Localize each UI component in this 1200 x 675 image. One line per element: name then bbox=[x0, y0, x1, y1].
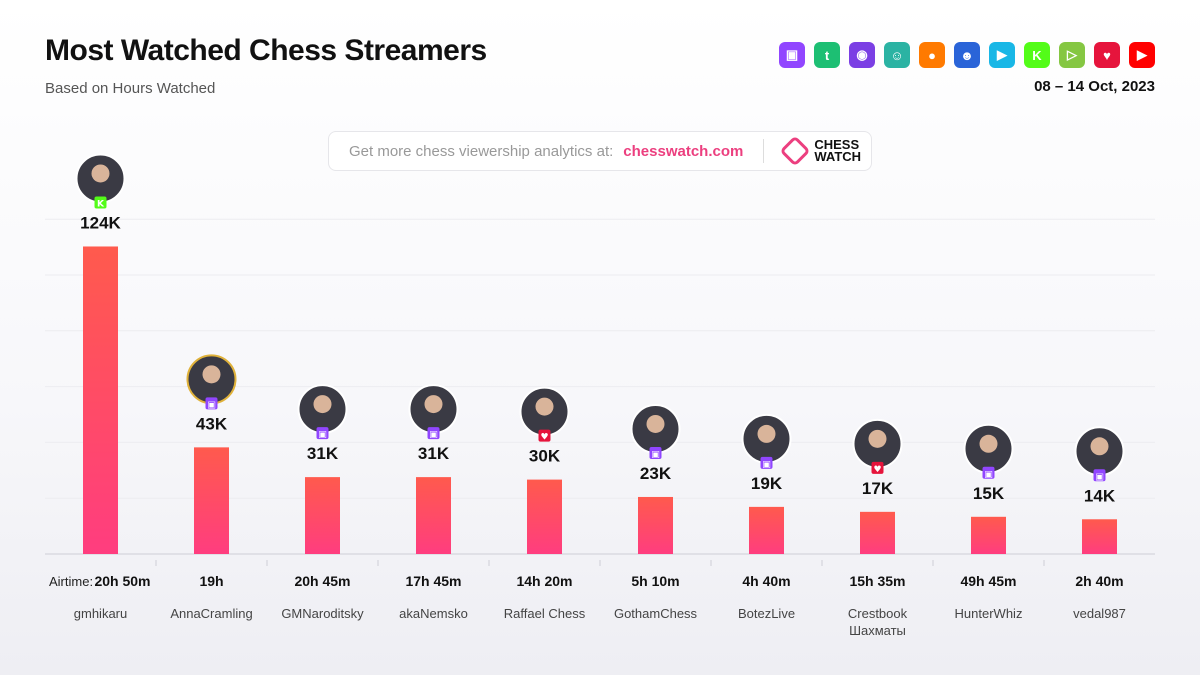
rumble-icon: ▷ bbox=[1059, 42, 1085, 68]
airtime-value: 14h 20m bbox=[516, 573, 572, 589]
avatar-face bbox=[646, 414, 665, 433]
category-label: akaNemsko bbox=[399, 606, 468, 621]
chart-subtitle: Based on Hours Watched bbox=[45, 80, 216, 97]
bar[interactable] bbox=[971, 516, 1006, 554]
twitch-badge-glyph: ▣ bbox=[651, 450, 660, 460]
kick-icon: K bbox=[1024, 42, 1050, 68]
category-label: HunterWhiz bbox=[955, 606, 1023, 621]
logo-line1: CHESS bbox=[814, 137, 860, 152]
avatar-face bbox=[313, 395, 332, 414]
airtime-value: 15h 35m bbox=[849, 573, 905, 589]
twitch-badge-icon bbox=[205, 397, 218, 410]
vk-badge-glyph: ♥ bbox=[873, 465, 881, 475]
vk-badge-glyph: ♥ bbox=[540, 433, 548, 443]
airtime-value: 20h 50m bbox=[94, 573, 150, 589]
bar[interactable] bbox=[83, 246, 118, 555]
bar[interactable] bbox=[638, 496, 673, 554]
twitch-badge-icon bbox=[316, 427, 329, 440]
avatar-face bbox=[535, 397, 554, 416]
bar[interactable] bbox=[1082, 519, 1117, 554]
youtube-icon: ▶ bbox=[1129, 42, 1155, 68]
logo-line2: WATCH bbox=[814, 149, 862, 164]
avatar-face bbox=[868, 429, 887, 448]
twitch-badge-icon bbox=[982, 466, 995, 479]
bar[interactable] bbox=[416, 477, 451, 554]
camera-icon: ● bbox=[919, 42, 945, 68]
avatar-face bbox=[202, 365, 221, 384]
ghost-icon: ☺ bbox=[884, 42, 910, 68]
value-label: 124K bbox=[80, 213, 121, 232]
value-label: 14K bbox=[1084, 486, 1116, 505]
twitch-badge-glyph: ▣ bbox=[318, 430, 327, 440]
twitch-badge-icon bbox=[649, 446, 662, 459]
avatar-face bbox=[1090, 437, 1109, 456]
banner-link[interactable]: chesswatch.com bbox=[623, 142, 744, 160]
category-label: gmhikaru bbox=[74, 606, 127, 621]
bar[interactable] bbox=[860, 511, 895, 554]
value-label: 31K bbox=[307, 444, 339, 463]
twitch-icon: ▣ bbox=[779, 42, 805, 68]
date-range: 08 – 14 Oct, 2023 bbox=[1034, 78, 1155, 95]
bar[interactable] bbox=[749, 506, 784, 554]
value-label: 31K bbox=[418, 444, 450, 463]
avatar-face bbox=[91, 164, 110, 183]
value-label: 15K bbox=[973, 484, 1005, 503]
category-label: Шахматы bbox=[849, 623, 906, 638]
kick-badge-glyph: K bbox=[97, 199, 105, 209]
value-label: 23K bbox=[640, 464, 672, 483]
category-label: Crestbook bbox=[848, 606, 908, 621]
video-cam-icon: ▶ bbox=[989, 42, 1015, 68]
airtime-value: 20h 45m bbox=[294, 573, 350, 589]
trovo-icon: t bbox=[814, 42, 840, 68]
airtime-value: 2h 40m bbox=[1075, 573, 1123, 589]
twitch-badge-glyph: ▣ bbox=[429, 430, 438, 440]
kick-badge-icon bbox=[94, 196, 107, 209]
category-label: Raffael Chess bbox=[504, 606, 586, 621]
twitch-badge-glyph: ▣ bbox=[207, 400, 216, 410]
banner-divider bbox=[763, 139, 765, 163]
value-label: 43K bbox=[196, 414, 228, 433]
dlive-icon: ◉ bbox=[849, 42, 875, 68]
airtime-value: 5h 10m bbox=[631, 573, 679, 589]
bar[interactable] bbox=[527, 479, 562, 554]
airtime-label: Airtime: bbox=[49, 574, 93, 589]
twitch-badge-icon bbox=[427, 427, 440, 440]
avatar-face bbox=[424, 395, 443, 414]
category-label: GMNaroditsky bbox=[281, 606, 364, 621]
bar[interactable] bbox=[305, 477, 340, 554]
twitch-badge-glyph: ▣ bbox=[762, 460, 771, 470]
chart-title: Most Watched Chess Streamers bbox=[45, 34, 487, 67]
robot-tv-icon: ☻ bbox=[954, 42, 980, 68]
category-label: BotezLive bbox=[738, 606, 795, 621]
avatar-face bbox=[979, 434, 998, 453]
airtime-value: 4h 40m bbox=[742, 573, 790, 589]
twitch-badge-glyph: ▣ bbox=[1095, 472, 1104, 482]
promo-banner[interactable]: Get more chess viewership analytics at: … bbox=[328, 131, 872, 171]
twitch-badge-icon bbox=[1093, 469, 1106, 482]
vk-badge-icon bbox=[871, 461, 884, 474]
value-label: 30K bbox=[529, 447, 561, 466]
platform-icons: ▣ t ◉ ☺ ● ☻ ▶ K ▷ ♥ ▶ bbox=[779, 42, 1155, 68]
bar[interactable] bbox=[194, 447, 229, 554]
value-label: 19K bbox=[751, 474, 783, 493]
chesswatch-logo: CHESS WATCH bbox=[779, 135, 862, 167]
value-label: 17K bbox=[862, 479, 894, 498]
twitch-badge-glyph: ▣ bbox=[984, 470, 993, 480]
twitch-badge-icon bbox=[760, 456, 773, 469]
vk-badge-icon bbox=[538, 429, 551, 442]
category-label: GothamChess bbox=[614, 606, 698, 621]
airtime-value: 17h 45m bbox=[405, 573, 461, 589]
airtime-value: 49h 45m bbox=[960, 573, 1016, 589]
avatar-face bbox=[757, 424, 776, 443]
banner-text: Get more chess viewership analytics at: bbox=[349, 142, 614, 160]
category-label: vedal987 bbox=[1073, 606, 1126, 621]
vk-heart-icon: ♥ bbox=[1094, 42, 1120, 68]
category-label: AnnaCramling bbox=[170, 606, 252, 621]
airtime-value: 19h bbox=[199, 573, 223, 589]
